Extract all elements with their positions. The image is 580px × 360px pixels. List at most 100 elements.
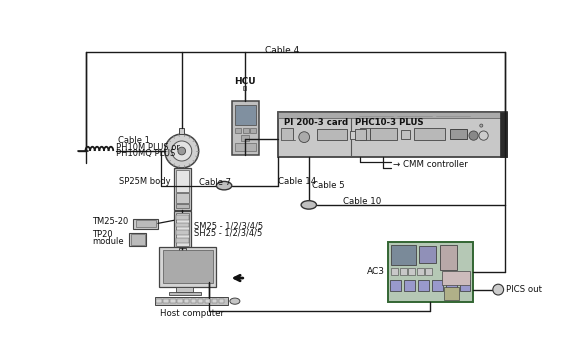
Text: SM25 - 1/2/3/4/5: SM25 - 1/2/3/4/5 — [194, 221, 263, 230]
Bar — [425, 268, 432, 275]
Circle shape — [479, 131, 488, 140]
Bar — [177, 299, 183, 303]
Bar — [191, 299, 197, 303]
Bar — [212, 299, 217, 303]
Bar — [133, 219, 158, 229]
Bar — [244, 86, 246, 90]
Bar — [179, 248, 186, 254]
Text: PH10M PLUS or: PH10M PLUS or — [117, 143, 180, 152]
Bar — [129, 233, 146, 247]
Bar — [251, 128, 256, 132]
Bar — [184, 299, 190, 303]
Text: AC3: AC3 — [367, 267, 385, 276]
Bar — [281, 128, 293, 140]
Bar — [419, 247, 436, 264]
Bar — [391, 245, 416, 265]
Text: Cable 1: Cable 1 — [118, 136, 150, 145]
Bar — [176, 204, 190, 208]
Text: SH25 - 1/2/3/4/5: SH25 - 1/2/3/4/5 — [194, 229, 262, 238]
Bar — [241, 135, 249, 141]
Bar — [388, 242, 473, 302]
Text: PHC10-3 PLUS: PHC10-3 PLUS — [355, 118, 423, 127]
Bar — [164, 299, 169, 303]
Text: Cable 5: Cable 5 — [312, 181, 345, 190]
Bar — [179, 128, 184, 134]
Circle shape — [493, 284, 503, 295]
Bar — [162, 250, 212, 283]
Bar — [390, 280, 401, 291]
Bar — [418, 280, 429, 291]
Bar — [131, 234, 145, 245]
Bar — [460, 280, 470, 291]
Bar — [176, 222, 190, 227]
Text: Cable 10: Cable 10 — [343, 197, 382, 206]
Bar — [350, 131, 360, 139]
Bar — [174, 211, 191, 248]
Bar — [176, 230, 190, 235]
Text: Cable 14: Cable 14 — [278, 177, 316, 186]
Text: TP20: TP20 — [92, 230, 113, 239]
Circle shape — [172, 141, 192, 161]
Ellipse shape — [301, 201, 317, 209]
Bar — [360, 128, 371, 140]
Circle shape — [469, 131, 478, 140]
Bar — [235, 128, 241, 132]
Bar — [235, 105, 256, 125]
Bar — [170, 299, 176, 303]
Text: → CMM controller: → CMM controller — [393, 160, 467, 169]
Bar — [176, 238, 190, 243]
Bar — [391, 268, 398, 275]
Ellipse shape — [230, 298, 240, 304]
Bar — [450, 129, 467, 139]
Bar — [401, 130, 411, 139]
Bar — [404, 280, 415, 291]
Bar — [408, 268, 415, 275]
Bar — [176, 193, 190, 203]
Bar — [442, 271, 470, 285]
Bar — [400, 268, 407, 275]
Bar — [176, 215, 190, 220]
Bar — [169, 292, 201, 295]
Bar — [174, 168, 191, 210]
Bar — [219, 299, 224, 303]
Circle shape — [165, 134, 199, 168]
Text: PICS out: PICS out — [506, 285, 542, 294]
Bar — [159, 247, 216, 287]
Text: Cable 7: Cable 7 — [199, 178, 231, 187]
Text: PH10MQ PLUS: PH10MQ PLUS — [117, 149, 176, 158]
Bar — [176, 213, 190, 247]
Text: Host computer: Host computer — [160, 309, 224, 318]
Circle shape — [178, 147, 186, 155]
Text: module: module — [92, 237, 124, 246]
Bar — [446, 280, 456, 291]
Bar — [157, 299, 162, 303]
Bar — [136, 220, 155, 227]
Bar — [317, 130, 347, 140]
Text: HCU: HCU — [234, 77, 256, 86]
Ellipse shape — [216, 181, 232, 190]
Circle shape — [480, 124, 483, 127]
Bar — [242, 128, 249, 132]
Bar — [176, 287, 193, 292]
Text: TM25-20: TM25-20 — [92, 217, 129, 226]
Text: PI 200-3 card: PI 200-3 card — [284, 118, 348, 127]
Bar — [355, 130, 366, 140]
Bar — [232, 101, 259, 155]
Bar — [278, 112, 507, 157]
Bar — [176, 170, 190, 192]
Bar — [205, 299, 210, 303]
Bar — [432, 280, 443, 291]
Bar — [155, 297, 228, 305]
Text: Cable 4: Cable 4 — [264, 46, 299, 55]
Bar — [278, 112, 507, 118]
Bar — [235, 143, 256, 151]
Bar — [414, 128, 445, 140]
Bar — [440, 245, 458, 270]
Bar — [444, 287, 459, 300]
Bar — [416, 268, 423, 275]
Circle shape — [299, 132, 310, 143]
Bar — [369, 128, 397, 140]
Bar — [500, 112, 507, 157]
Text: SP25M body: SP25M body — [118, 177, 171, 186]
Bar — [198, 299, 204, 303]
